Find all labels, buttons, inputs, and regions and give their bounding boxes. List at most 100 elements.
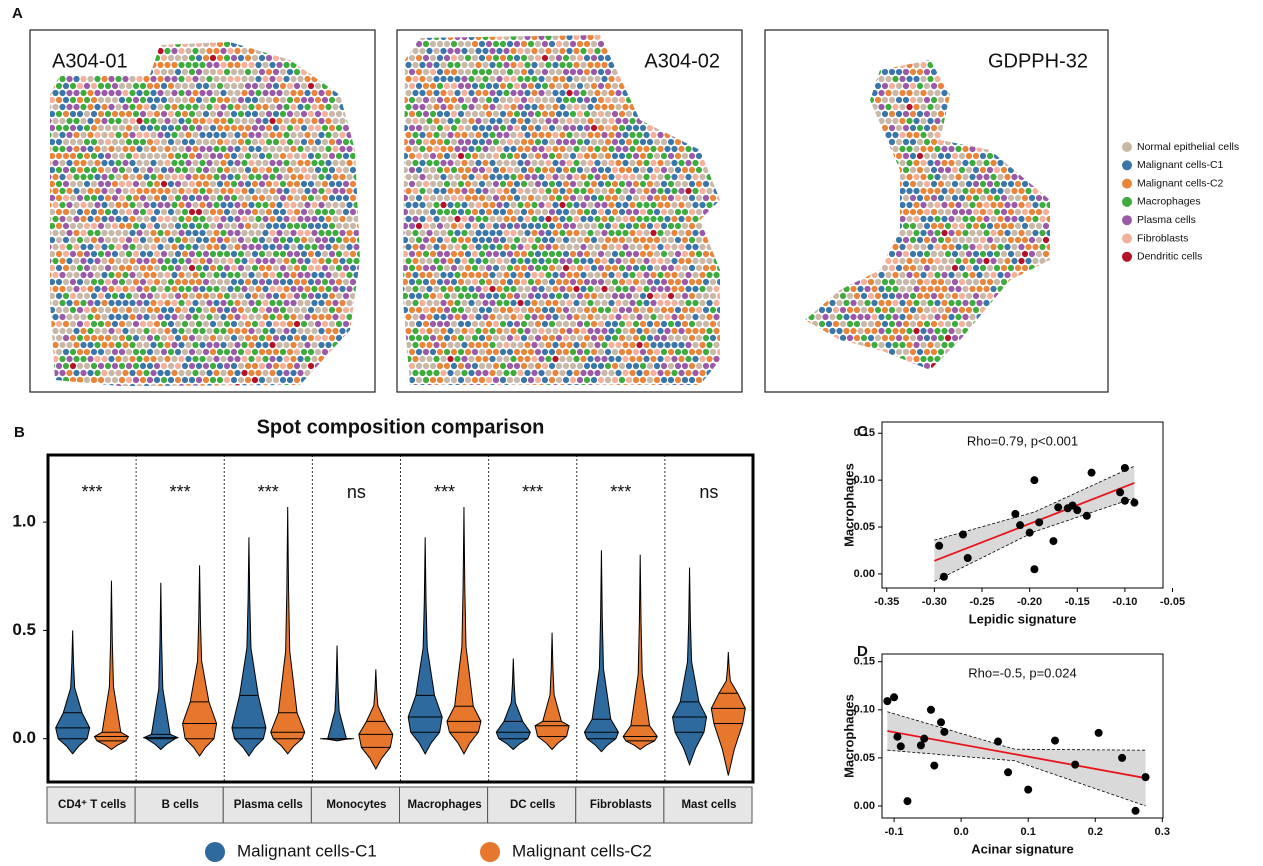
violin [56, 630, 90, 753]
point [1004, 768, 1012, 776]
point [994, 738, 1002, 746]
spot-texture [763, 27, 1109, 390]
point [1011, 510, 1019, 518]
category-label: Monocytes [326, 799, 386, 811]
legend-label: Malignant cells-C2 [1137, 177, 1224, 189]
point [1073, 506, 1081, 514]
point [1121, 464, 1129, 472]
point [1132, 807, 1140, 815]
point [1116, 488, 1124, 496]
point [890, 693, 898, 701]
point [1118, 754, 1126, 762]
point [1035, 518, 1043, 526]
point [930, 762, 938, 770]
legend-swatch [1122, 252, 1132, 262]
point [883, 697, 891, 705]
significance: *** [522, 482, 543, 502]
legend-swatch [1122, 197, 1132, 207]
y-tick-label: 0.15 [854, 656, 875, 668]
point [1088, 469, 1096, 477]
significance: *** [82, 482, 103, 502]
legend-label: Malignant cells-C1 [1137, 159, 1224, 171]
point [893, 733, 901, 741]
y-tick-label: 0.05 [854, 752, 875, 764]
category-label: Fibroblasts [590, 799, 652, 811]
legend-label: Fibroblasts [1137, 232, 1188, 244]
x-tick-label: -0.35 [874, 596, 899, 608]
legend-label: Normal epithelial cells [1137, 141, 1239, 153]
significance: ns [699, 482, 718, 502]
sample-title: A304-02 [644, 50, 720, 72]
violin [320, 646, 354, 741]
violin [535, 633, 569, 750]
category-label: Plasma cells [234, 799, 303, 811]
point [940, 728, 948, 736]
point [1095, 729, 1103, 737]
y-tick-label: 1.0 [12, 512, 36, 531]
violin [673, 568, 707, 765]
spot-texture [28, 27, 377, 390]
point [935, 542, 943, 550]
sample-title: A304-01 [52, 50, 128, 72]
spatial-panels: A304-01 A304-02 GDPPH-32 Normal epithelial … [28, 27, 1239, 392]
point [1030, 565, 1038, 573]
y-axis-label: Macrophages [841, 463, 856, 547]
point [1026, 529, 1034, 537]
x-tick-label: -0.15 [1065, 596, 1090, 608]
y-tick-label: 0.0 [12, 728, 36, 747]
violin [584, 550, 618, 751]
point [903, 797, 911, 805]
point [927, 706, 935, 714]
violin [711, 652, 745, 775]
point [1016, 521, 1024, 529]
y-tick-label: 0.15 [854, 427, 875, 439]
point [1083, 512, 1091, 520]
point [1071, 761, 1079, 769]
x-tick-label: 0.1 [1021, 826, 1036, 838]
significance: ns [347, 482, 366, 502]
x-tick-label: -0.20 [1017, 596, 1042, 608]
y-tick-label: 0.00 [854, 800, 875, 812]
point [1142, 773, 1150, 781]
x-tick-label: -0.05 [1160, 596, 1185, 608]
legend-swatch [205, 842, 225, 862]
panel-label: B [14, 424, 25, 441]
point [897, 742, 905, 750]
legend-swatch [1122, 215, 1132, 225]
legend-label: Dendritic cells [1137, 251, 1202, 263]
point [940, 573, 948, 581]
legend-swatch [1122, 160, 1132, 170]
violin [359, 669, 393, 769]
legend-swatch [1122, 179, 1132, 189]
violin [144, 583, 178, 750]
point [1121, 497, 1129, 505]
x-tick-label: 0.2 [1088, 826, 1103, 838]
violin [447, 507, 481, 754]
category-label: Macrophages [407, 799, 481, 811]
legend-label: Malignant cells-C1 [237, 841, 377, 860]
point [1130, 499, 1138, 507]
legend-label: Malignant cells-C2 [512, 841, 652, 860]
point [937, 718, 945, 726]
sample-title: GDPPH-32 [988, 50, 1088, 72]
x-tick-label: -0.30 [922, 596, 947, 608]
significance: *** [610, 482, 631, 502]
confidence-band [887, 712, 1145, 806]
figure: A304-01 A304-02 GDPPH-32 Normal epithelial … [0, 0, 1263, 866]
panel-label: A [12, 5, 23, 22]
legend-swatch [1122, 234, 1132, 244]
significance: *** [170, 482, 191, 502]
y-tick-label: 0.00 [854, 568, 875, 580]
legend-swatch [480, 842, 500, 862]
y-tick-label: 0.05 [854, 521, 875, 533]
category-label: Mast cells [681, 799, 736, 811]
violin [623, 555, 657, 750]
point [964, 554, 972, 562]
violin [408, 537, 442, 754]
legend-label: Macrophages [1137, 196, 1201, 208]
x-tick-label: -0.25 [969, 596, 994, 608]
point [1049, 537, 1057, 545]
significance: *** [434, 482, 455, 502]
x-axis-label: Lepidic signature [969, 611, 1077, 626]
y-tick-label: 0.5 [12, 620, 36, 639]
